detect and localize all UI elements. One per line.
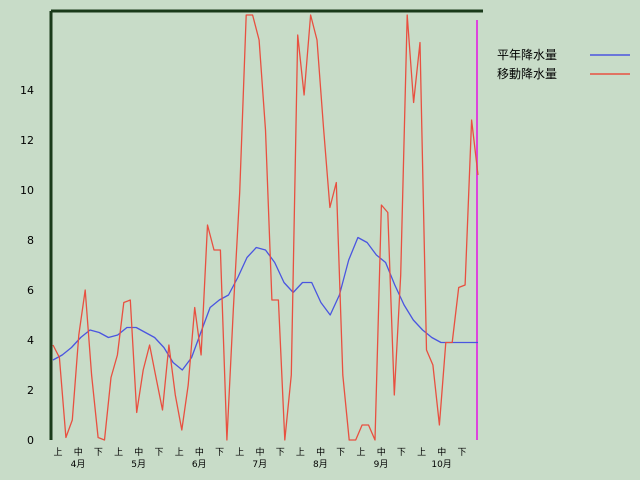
legend-label: 平年降水量 [497,48,557,62]
y-tick-label: 14 [20,84,34,97]
month-label: 4月 [71,459,86,470]
x-tick-label: 中 [316,446,325,458]
x-tick-label: 下 [215,448,224,458]
x-tick-label: 下 [154,448,163,458]
normal-precipitation-line [52,236,478,371]
month-label: 8月 [313,459,328,470]
x-tick-label: 中 [195,446,204,458]
x-tick-label: 下 [336,448,345,458]
x-tick-label: 上 [296,447,305,458]
x-tick-label: 中 [255,446,264,458]
y-tick-label: 12 [20,134,34,147]
x-tick-label: 中 [437,446,446,458]
x-tick-label: 中 [74,446,83,458]
y-tick-label: 2 [27,384,34,397]
x-tick-label: 中 [377,446,386,458]
x-tick-label: 下 [276,448,285,458]
y-tick-label: 8 [27,234,34,247]
x-tick-label: 上 [53,447,62,458]
month-label: 5月 [131,459,146,470]
x-tick-label: 下 [94,448,103,458]
x-tick-label: 下 [457,448,466,458]
legend-label: 移動降水量 [497,67,557,81]
y-tick-label: 6 [27,284,34,297]
x-tick-label: 上 [235,447,244,458]
x-tick-label: 下 [397,448,406,458]
x-tick-label: 上 [417,447,426,458]
x-tick-label: 上 [114,447,123,458]
y-tick-label: 0 [27,434,34,447]
x-tick-label: 上 [356,447,365,458]
moving-precipitation-line [52,14,479,441]
y-tick-label: 10 [20,184,34,197]
x-tick-label: 中 [134,446,143,458]
month-label: 6月 [192,459,207,470]
month-label: 7月 [252,459,267,470]
month-label: 9月 [374,459,389,470]
y-tick-label: 4 [27,334,34,347]
month-label: 10月 [431,459,451,470]
x-tick-label: 上 [175,447,184,458]
